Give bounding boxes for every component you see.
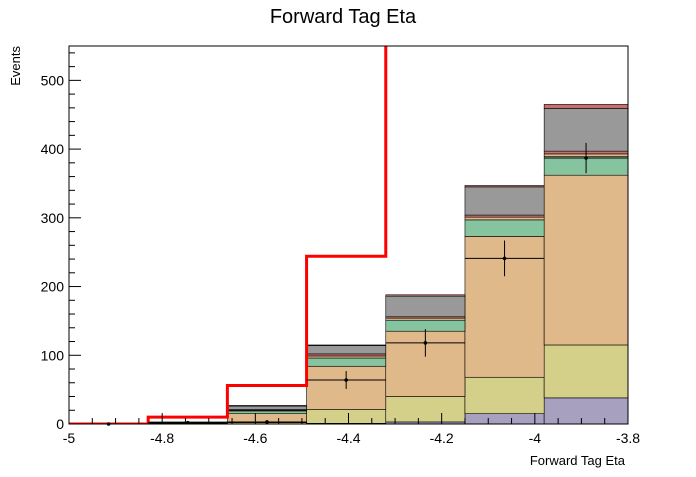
data-point-5 [502,256,507,261]
stacked-bars [147,104,628,424]
stack-bar-7-3 [306,344,387,346]
y-tick-label-3: 300 [41,210,65,226]
y-tick-label-2: 200 [41,279,65,295]
x-tick-label-0: -5 [63,430,76,446]
stack-bar-0-6 [543,397,628,424]
y-tick-label-5: 500 [41,72,65,88]
stack-bar-5-5 [464,214,545,218]
stack-bar-6-4 [385,295,466,318]
stack-bar-1-4 [385,396,466,423]
x-tick-label-5: -4 [529,430,542,446]
stack-bar-4-5 [464,216,545,221]
stack-bar-6-2 [227,405,307,410]
signal-step-path [69,46,388,424]
x-axis-label: Forward Tag Eta [530,453,626,468]
signal-line [69,46,388,424]
y-tick-label-1: 100 [41,347,65,363]
x-tick-label-3: -4.4 [336,430,360,446]
y-tick-label-4: 400 [41,141,65,157]
stack-bar-7-2 [227,405,307,407]
stack-bar-1-5 [464,376,545,414]
stack-bar-3-2 [227,410,307,414]
stack-bar-3-5 [464,219,545,237]
stack-bar-1-6 [543,344,628,399]
stack-bar-3-3 [306,357,387,367]
stack-bar-6-3 [306,345,387,355]
stack-bar-7-4 [385,294,466,297]
data-point-4 [423,341,428,345]
stack-bar-2-6 [543,174,628,346]
stack-bar-4-3 [306,355,387,359]
x-tick-label-2: -4.6 [243,430,267,446]
stack-bar-7-6 [543,104,628,109]
stack-bar-4-4 [385,317,466,321]
data-point-2 [265,420,269,424]
x-tick-label-4: -4.2 [430,430,454,446]
x-tick-label-1: -4.8 [150,430,174,446]
y-axis-label: Events [8,46,23,86]
data-point-3 [344,378,348,382]
y-tick-label-0: 0 [56,416,64,432]
stack-bar-6-5 [464,186,545,216]
data-point-6 [584,156,588,160]
stack-bar-0-5 [464,413,545,424]
axes: 0 100 200 300 400 500 -5 -4.8 -4.6 -4.4 -4.2 -4 -3.8 [41,52,640,446]
chart-title: Forward Tag Eta [270,6,417,28]
stack-bar-1-3 [306,409,387,424]
stack-bar-5-3 [306,353,387,357]
stack-bar-7-5 [464,185,545,188]
x-tick-label-6: -3.8 [616,430,640,446]
